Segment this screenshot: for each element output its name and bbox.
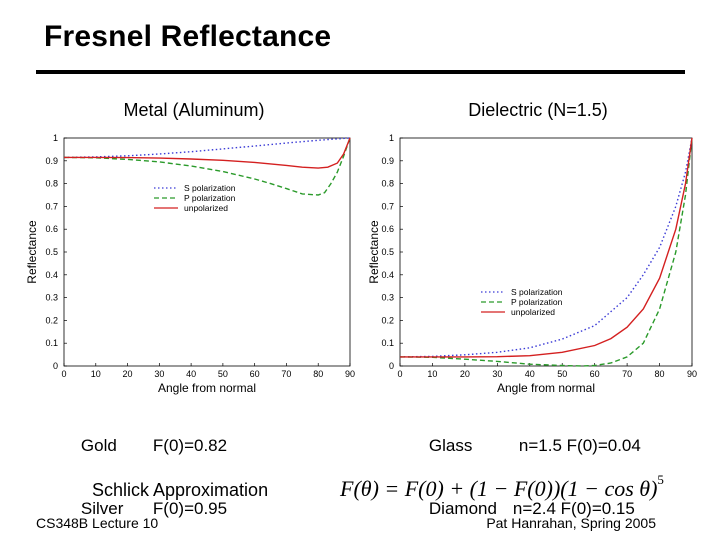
- dielectric-row-diamond: Diamond n=2.4 F(0)=0.15: [410, 477, 641, 540]
- x-tick-label: 0: [61, 369, 66, 379]
- metal-row-silver: Silver F(0)=0.95: [62, 477, 227, 540]
- diamond-n: n=2.4: [512, 499, 556, 518]
- y-tick-label: 0.9: [45, 156, 58, 166]
- footer-lecture: CS348B Lecture 10: [36, 515, 159, 531]
- x-tick-label: 20: [123, 369, 133, 379]
- schlick-formula: F(θ) = F(0) + (1 − F(0))(1 − cos θ)5: [340, 472, 664, 502]
- y-tick-label: 0.8: [381, 179, 394, 189]
- series-line: [63, 137, 351, 159]
- y-tick-label: 1: [53, 133, 58, 143]
- diamond-value: F(0)=0.15: [560, 499, 635, 518]
- x-tick-label: 10: [91, 369, 101, 379]
- x-axis-label: Angle from normal: [497, 381, 595, 395]
- series-line: [64, 137, 351, 169]
- legend-label: P polarization: [184, 193, 236, 203]
- metal-examples: Gold F(0)=0.82 Silver F(0)=0.95: [62, 414, 227, 540]
- y-tick-label: 0.3: [381, 293, 394, 303]
- dielectric-reflectance-chart: 0 10 20 30 40 50 60 70 80 90 0 0.1 0.2 0.3 0.4 0.5 0.6 0.…: [367, 133, 697, 395]
- x-tick-label: 40: [186, 369, 196, 379]
- y-tick-label: 0.6: [381, 224, 394, 234]
- gold-label: Gold: [80, 436, 117, 455]
- y-tick-label: 0: [53, 361, 58, 371]
- x-axis-label: Angle from normal: [158, 381, 256, 395]
- series-line: [399, 137, 693, 367]
- x-tick-label: 70: [281, 369, 291, 379]
- y-tick-label: 0.4: [45, 270, 58, 280]
- y-tick-label: 0.5: [381, 247, 394, 257]
- y-tick-label: 0.2: [381, 315, 394, 325]
- silver-label: Silver: [80, 499, 124, 518]
- legend-label: P polarization: [511, 297, 563, 307]
- schlick-formula-main: F(θ) = F(0) + (1 − F(0))(1 − cos θ): [340, 476, 658, 501]
- x-tick-label: 80: [655, 369, 665, 379]
- y-tick-label: 0.3: [45, 293, 58, 303]
- diamond-label: Diamond: [428, 499, 497, 518]
- y-tick-label: 0.1: [381, 338, 394, 348]
- dielectric-row-glass: Glass n=1.5 F(0)=0.04: [410, 414, 641, 477]
- series-line: [400, 137, 693, 358]
- y-tick-label: 0.1: [45, 338, 58, 348]
- x-tick-label: 70: [622, 369, 632, 379]
- metal-chart-subtitle: Metal (Aluminum): [123, 100, 265, 120]
- x-tick-label: 50: [218, 369, 228, 379]
- y-tick-label: 0.4: [381, 270, 394, 280]
- legend-label: S polarization: [511, 287, 563, 297]
- silver-value: F(0)=0.95: [152, 499, 228, 518]
- glass-n: n=1.5: [518, 436, 562, 455]
- x-tick-label: 50: [557, 369, 567, 379]
- series-line: [399, 137, 693, 358]
- x-tick-label: 40: [525, 369, 535, 379]
- y-tick-label: 0.6: [45, 224, 58, 234]
- y-tick-label: 0.9: [381, 156, 394, 166]
- plot-frame: [399, 137, 693, 367]
- y-tick-label: 1: [389, 133, 394, 143]
- x-tick-label: 90: [687, 369, 697, 379]
- y-tick-label: 0.7: [45, 201, 58, 211]
- x-tick-label: 60: [590, 369, 600, 379]
- plot-frame: [63, 137, 351, 367]
- gold-value: F(0)=0.82: [152, 436, 228, 455]
- footer-author: Pat Hanrahan, Spring 2005: [486, 515, 656, 531]
- glass-value: F(0)=0.04: [566, 436, 641, 455]
- slide-title: Fresnel Reflectance: [44, 20, 332, 53]
- metal-row-gold: Gold F(0)=0.82: [62, 414, 227, 477]
- x-tick-label: 90: [345, 369, 355, 379]
- schlick-label: Schlick Approximation: [92, 480, 269, 500]
- series-line: [63, 137, 351, 196]
- y-tick-label: 0: [389, 361, 394, 371]
- y-tick-label: 0.5: [45, 247, 58, 257]
- x-tick-label: 10: [427, 369, 437, 379]
- x-tick-label: 20: [460, 369, 470, 379]
- legend-label: unpolarized: [511, 307, 555, 317]
- x-tick-label: 80: [313, 369, 323, 379]
- y-tick-label: 0.2: [45, 315, 58, 325]
- x-tick-label: 60: [250, 369, 260, 379]
- y-axis-label: Reflectance: [367, 220, 381, 284]
- legend-label: unpolarized: [184, 203, 228, 213]
- metal-reflectance-chart: 0 10 20 30 40 50 60 70 80 90 0 0.1 0.2 0.3 0.4 0.5 0.6 0.…: [25, 133, 355, 395]
- schlick-formula-exponent: 5: [657, 472, 664, 487]
- y-tick-label: 0.7: [381, 201, 394, 211]
- y-tick-label: 0.8: [45, 179, 58, 189]
- dielectric-chart-subtitle: Dielectric (N=1.5): [468, 100, 608, 120]
- y-axis-label: Reflectance: [25, 220, 39, 284]
- legend-label: S polarization: [184, 183, 236, 193]
- x-tick-label: 30: [492, 369, 502, 379]
- x-tick-label: 30: [154, 369, 164, 379]
- x-tick-label: 0: [397, 369, 402, 379]
- dielectric-examples: Glass n=1.5 F(0)=0.04 Diamond n=2.4 F(0)=0…: [410, 414, 641, 540]
- glass-label: Glass: [428, 436, 473, 455]
- title-rule: [36, 70, 685, 74]
